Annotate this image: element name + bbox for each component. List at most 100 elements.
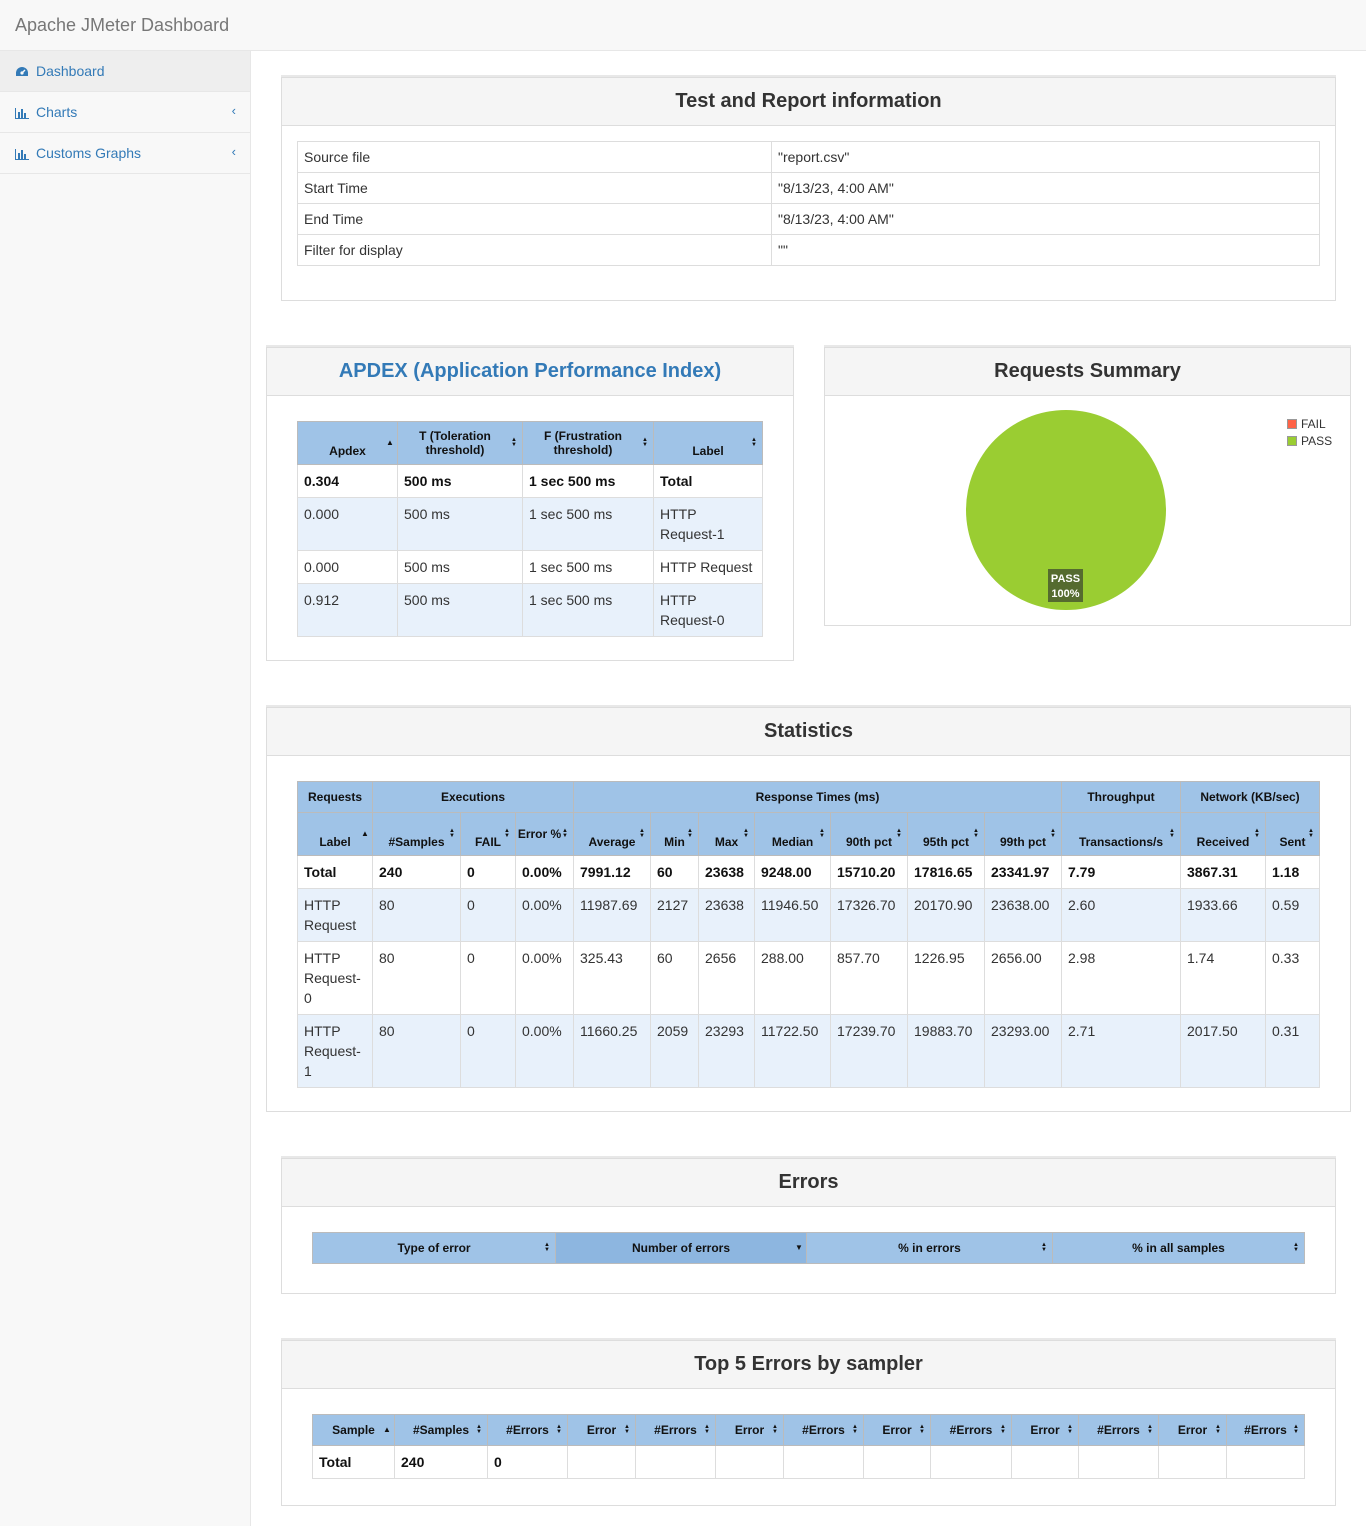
errors-title: Errors <box>282 1159 1335 1207</box>
stats-header-transactions[interactable]: Transactions/s <box>1061 812 1181 856</box>
apdex-title[interactable]: APDEX (Application Performance Index) <box>267 348 793 396</box>
legend-item-pass[interactable]: PASS <box>1287 432 1332 449</box>
stats-header-samples[interactable]: #Samples <box>372 812 461 856</box>
errors-header-pct-errors[interactable]: % in errors <box>806 1232 1053 1264</box>
stats-cell: 15710.20 <box>830 855 908 889</box>
top5-header[interactable]: #Samples <box>394 1414 488 1446</box>
legend-item-fail[interactable]: FAIL <box>1287 415 1332 432</box>
app-title[interactable]: Apache JMeter Dashboard <box>15 15 230 35</box>
stats-header-90th[interactable]: 90th pct <box>830 812 908 856</box>
requests-summary-pie-chart: PASS 100% <box>966 410 1166 610</box>
pie-slice-pass[interactable] <box>966 410 1166 610</box>
apdex-label: Total <box>653 464 763 498</box>
stats-cell: 23638 <box>698 855 755 889</box>
sidebar-item-label: Charts <box>36 104 78 120</box>
top5-header[interactable]: Sample <box>312 1414 395 1446</box>
chevron-left-icon[interactable]: ‹ <box>231 103 236 118</box>
stats-cell: 1226.95 <box>907 941 985 1015</box>
top5-header[interactable]: Error <box>715 1414 784 1446</box>
stats-cell: 80 <box>372 941 461 1015</box>
top5-errors-title: Top 5 Errors by sampler <box>282 1341 1335 1389</box>
top5-header[interactable]: #Errors <box>1226 1414 1305 1446</box>
statistics-title: Statistics <box>267 708 1350 756</box>
table-row: 0.000 500 ms 1 sec 500 ms HTTP Request <box>297 550 763 584</box>
test-info-panel: Test and Report information Source file "… <box>281 77 1336 301</box>
top5-errors-panel: Top 5 Errors by sampler Sample#Samples#E… <box>281 1340 1336 1506</box>
top5-header[interactable]: Error <box>1011 1414 1079 1446</box>
sidebar-item-customs-graphs[interactable]: Customs Graphs ‹ <box>0 133 250 174</box>
statistics-table: Requests Executions Response Times (ms) … <box>297 781 1320 1088</box>
top5-header[interactable]: Error <box>567 1414 636 1446</box>
errors-panel: Errors Type of error Number of errors % … <box>281 1158 1336 1294</box>
top5-header[interactable]: #Errors <box>930 1414 1012 1446</box>
stats-header-99th[interactable]: 99th pct <box>984 812 1062 856</box>
stats-header-median[interactable]: Median <box>754 812 831 856</box>
apdex-f: 1 sec 500 ms <box>522 497 654 551</box>
apdex-header-t[interactable]: T (Toleration threshold) <box>397 421 523 465</box>
table-row: 0.000 500 ms 1 sec 500 ms HTTP Request-1 <box>297 497 763 551</box>
apdex-label: HTTP Request <box>653 550 763 584</box>
stats-cell: 325.43 <box>573 941 651 1015</box>
stats-cell: 2059 <box>650 1014 699 1088</box>
stats-cell: 240 <box>372 855 461 889</box>
top5-cell <box>1226 1445 1305 1479</box>
top5-cell <box>783 1445 864 1479</box>
group-header-throughput: Throughput <box>1061 781 1181 813</box>
top5-header[interactable]: Error <box>1158 1414 1227 1446</box>
group-header-executions: Executions <box>372 781 574 813</box>
sidebar-item-dashboard[interactable]: Dashboard <box>0 51 250 92</box>
apdex-header-label[interactable]: Label <box>653 421 763 465</box>
stats-cell: 857.70 <box>830 941 908 1015</box>
legend-swatch <box>1287 435 1297 446</box>
errors-header-pct-all[interactable]: % in all samples <box>1052 1232 1305 1264</box>
errors-table: Type of error Number of errors % in erro… <box>312 1232 1305 1264</box>
stats-cell: 23638.00 <box>984 888 1062 942</box>
stats-cell: 11987.69 <box>573 888 651 942</box>
errors-header-type[interactable]: Type of error <box>312 1232 556 1264</box>
test-info-title: Test and Report information <box>282 78 1335 126</box>
stats-header-average[interactable]: Average <box>573 812 651 856</box>
info-value: "report.csv" <box>771 141 1320 173</box>
top5-cell <box>930 1445 1012 1479</box>
stats-cell: 23293 <box>698 1014 755 1088</box>
bar-chart-icon <box>15 106 29 119</box>
stats-header-fail[interactable]: FAIL <box>460 812 516 856</box>
stats-header-error-pct[interactable]: Error % <box>515 812 574 856</box>
sidebar: Dashboard Charts ‹ Customs Graphs ‹ <box>0 51 251 1526</box>
top5-header[interactable]: Error <box>863 1414 931 1446</box>
stats-header-received[interactable]: Received <box>1180 812 1266 856</box>
stats-cell: 0 <box>460 855 516 889</box>
stats-header-95th[interactable]: 95th pct <box>907 812 985 856</box>
apdex-value: 0.000 <box>297 550 398 584</box>
stats-header-label[interactable]: Label <box>297 812 373 856</box>
stats-cell: 23341.97 <box>984 855 1062 889</box>
stats-cell: 0.31 <box>1265 1014 1320 1088</box>
stats-header-max[interactable]: Max <box>698 812 755 856</box>
table-row: Total 240 0 0.00% 7991.12 60 23638 9248.00 15710… <box>297 855 1320 889</box>
top5-header[interactable]: #Errors <box>1078 1414 1159 1446</box>
top5-header[interactable]: #Errors <box>487 1414 568 1446</box>
info-value: "8/13/23, 4:00 AM" <box>771 203 1320 235</box>
stats-cell: 11722.50 <box>754 1014 831 1088</box>
sidebar-item-charts[interactable]: Charts ‹ <box>0 92 250 133</box>
stats-cell: 7.79 <box>1061 855 1181 889</box>
top5-header[interactable]: #Errors <box>635 1414 716 1446</box>
apdex-t: 500 ms <box>397 497 523 551</box>
apdex-header-f[interactable]: F (Frustration threshold) <box>522 421 654 465</box>
stats-cell: 1933.66 <box>1180 888 1266 942</box>
stats-cell: 2.60 <box>1061 888 1181 942</box>
top5-cell: Total <box>312 1445 395 1479</box>
errors-header-number[interactable]: Number of errors <box>555 1232 807 1264</box>
table-row: Filter for display "" <box>297 234 1320 266</box>
table-row: HTTP Request 80 0 0.00% 11987.69 2127 23638 119… <box>297 888 1320 942</box>
stats-cell: HTTP Request <box>297 888 373 942</box>
stats-cell: 2.71 <box>1061 1014 1181 1088</box>
stats-header-sent[interactable]: Sent <box>1265 812 1320 856</box>
apdex-header-apdex[interactable]: Apdex <box>297 421 398 465</box>
top5-header[interactable]: #Errors <box>783 1414 864 1446</box>
chevron-left-icon[interactable]: ‹ <box>231 144 236 159</box>
stats-header-min[interactable]: Min <box>650 812 699 856</box>
info-key: Filter for display <box>297 234 772 266</box>
stats-cell: 0.00% <box>515 941 574 1015</box>
dashboard-icon <box>15 65 29 77</box>
